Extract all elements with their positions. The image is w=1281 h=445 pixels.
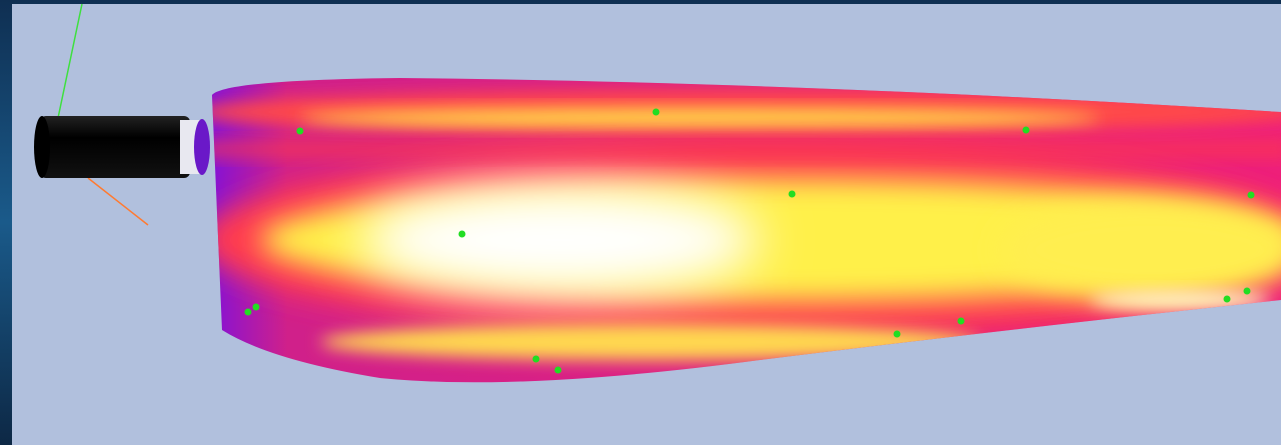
hub	[34, 116, 210, 178]
viewer	[0, 0, 1281, 445]
page	[0, 0, 1281, 445]
